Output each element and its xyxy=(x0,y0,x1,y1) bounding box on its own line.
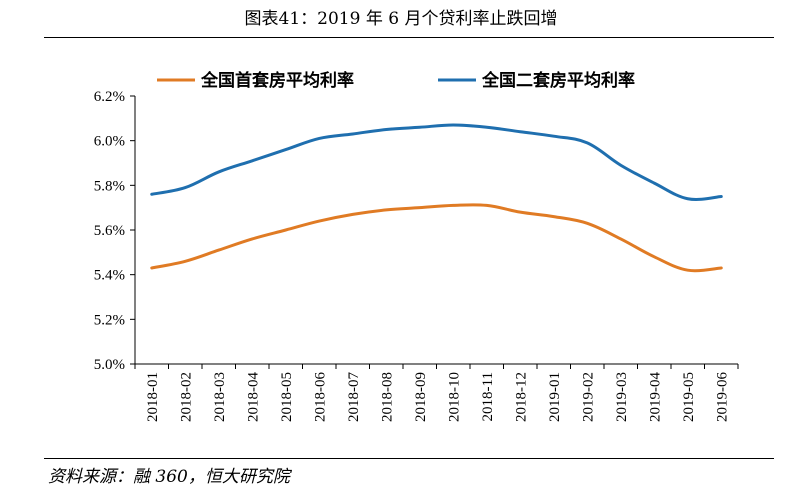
series-line-2 xyxy=(150,123,723,201)
y-tick-label: 5.0% xyxy=(94,357,125,373)
x-tick-label: 2018-11 xyxy=(480,372,496,421)
x-tick-label: 2018-10 xyxy=(446,372,462,422)
x-tick-label: 2018-07 xyxy=(346,372,362,422)
source-note: 资料来源：融 360，恒大研究院 xyxy=(48,467,290,487)
x-tick-label: 2019-01 xyxy=(547,372,563,422)
x-tick-label: 2018-09 xyxy=(413,372,429,422)
y-tick-label: 6.2% xyxy=(94,89,125,105)
footer-divider xyxy=(44,458,774,459)
x-tick-label: 2019-03 xyxy=(614,372,630,422)
y-tick-label: 6.0% xyxy=(94,134,125,150)
y-tick-label: 5.6% xyxy=(94,223,125,239)
chart-series xyxy=(150,123,723,273)
legend-label-1: 全国首套房平均利率 xyxy=(200,70,354,91)
chart-title: 图表41：2019 年 6 月个贷利率止跌回增 xyxy=(244,9,558,29)
x-tick-label: 2018-01 xyxy=(145,372,161,422)
x-tick-label: 2018-04 xyxy=(245,372,261,422)
x-tick-label: 2019-06 xyxy=(714,372,730,422)
x-tick-label: 2019-02 xyxy=(580,372,596,422)
y-tick-label: 5.2% xyxy=(94,312,125,328)
x-tick-label: 2019-05 xyxy=(681,372,697,422)
series-line-1 xyxy=(150,203,723,273)
x-tick-label: 2018-02 xyxy=(178,372,194,422)
x-tick-label: 2018-08 xyxy=(379,372,395,422)
x-tick-label: 2018-05 xyxy=(279,372,295,422)
chart-axes: 5.0% 5.2% 5.4% 5.6% 5.8% 6.0% 6.2% 2018-01 2018-… xyxy=(94,89,739,422)
x-tick-label: 2019-04 xyxy=(647,372,663,422)
x-tick-label: 2018-03 xyxy=(212,372,228,422)
y-tick-label: 5.8% xyxy=(94,178,125,194)
x-tick-label: 2018-12 xyxy=(513,372,529,422)
x-tick-label: 2018-06 xyxy=(312,372,328,422)
legend-label-2: 全国二套房平均利率 xyxy=(481,70,635,91)
title-divider xyxy=(44,37,774,38)
y-tick-label: 5.4% xyxy=(94,268,125,284)
legend: 全国首套房平均利率 全国二套房平均利率 xyxy=(157,70,635,91)
